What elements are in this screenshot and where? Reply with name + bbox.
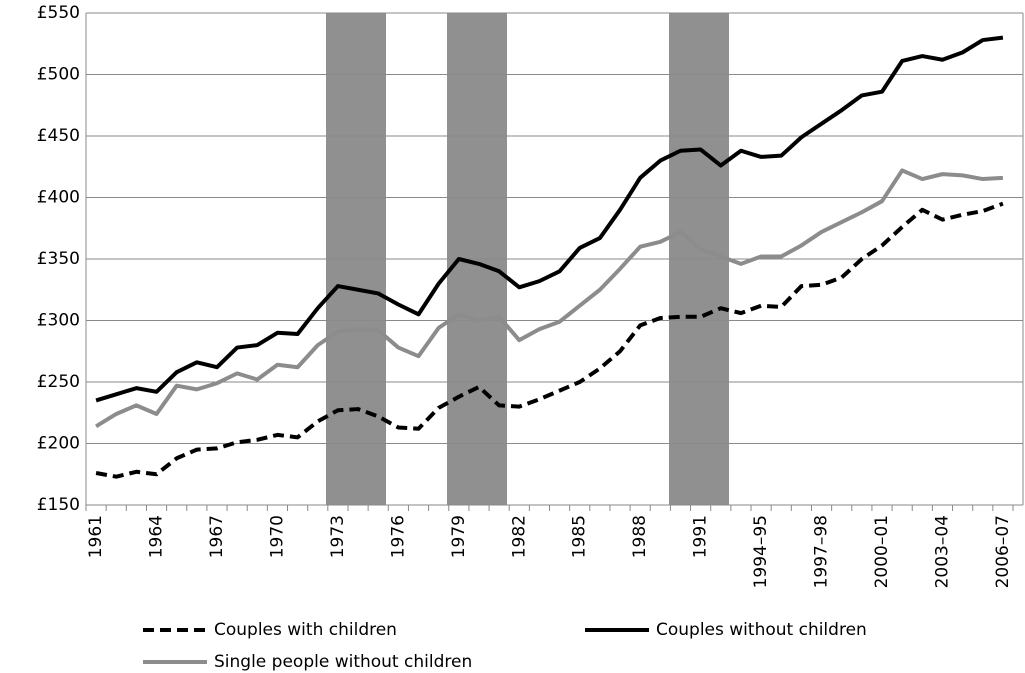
x-tick-label: 1961 [86,515,106,558]
y-tick-label: £300 [37,311,80,331]
x-tick-label: 2003–04 [932,515,952,588]
y-tick-label: £150 [37,495,80,515]
legend-label: Couples without children [656,620,867,640]
legend-label: Couples with children [214,620,397,640]
x-tick-label: 1973 [328,515,348,558]
series-line [95,35,1004,403]
series-line [95,201,1004,479]
y-tick-label: £500 [37,65,80,85]
y-tick-label: £550 [37,3,80,23]
x-tick-label: 2000–01 [872,515,892,588]
x-tick-label: 1991 [691,515,711,558]
x-tick-label: 1979 [449,515,469,558]
x-tick-label: 2006–07 [993,515,1013,588]
y-tick-label: £250 [37,372,80,392]
x-tick-label: 1988 [630,515,650,558]
legend-label: Single people without children [214,652,472,672]
x-tick-label: 1970 [267,515,287,558]
y-tick-label: £450 [37,126,80,146]
x-tick-label: 1967 [207,515,227,558]
x-tick-label: 1997–98 [812,515,832,588]
x-tick-label: 1964 [147,515,167,558]
y-tick-label: £200 [37,434,80,454]
x-tick-label: 1982 [509,515,529,558]
x-tick-label: 1976 [388,515,408,558]
y-tick-label: £400 [37,188,80,208]
x-tick-label: 1985 [570,515,590,558]
y-tick-label: £350 [37,249,80,269]
x-tick-label: 1994–95 [751,515,771,588]
series-line [95,168,1004,428]
